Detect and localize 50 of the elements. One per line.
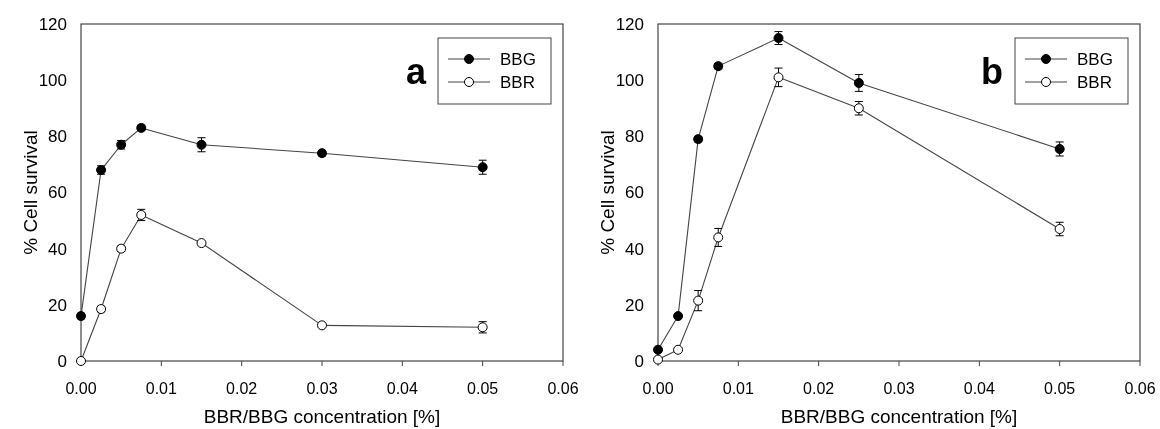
- point: [653, 344, 663, 355]
- legend-label: BBG: [1077, 49, 1113, 69]
- x-tick-label: 0.03: [306, 379, 338, 397]
- y-tick-label: 120: [615, 14, 644, 34]
- text: a: [405, 51, 427, 92]
- legend-label: BBR: [500, 72, 535, 92]
- x-tick-label: 0.06: [547, 379, 579, 397]
- x-tick-label: 0.02: [226, 379, 258, 397]
- y-tick-label: 100: [38, 71, 67, 91]
- x-tick-label: 0.00: [65, 379, 97, 397]
- point: [693, 295, 704, 306]
- point: [76, 311, 86, 322]
- y-tick-label: 0: [57, 351, 67, 371]
- y-tick-label: 60: [625, 183, 644, 203]
- y-tick-label: 40: [625, 239, 644, 259]
- point: [653, 354, 663, 365]
- y-tick-label: 80: [625, 127, 644, 147]
- x-tick-label: 0.03: [883, 379, 915, 397]
- point: [673, 344, 684, 355]
- point: [713, 232, 724, 243]
- x-tick-label: 0.02: [803, 379, 835, 397]
- x-axis-title: BBR/BBG concentration [%]: [780, 405, 1018, 427]
- x-tick-label: 0.00: [642, 379, 674, 397]
- legend-label: BBG: [500, 49, 536, 69]
- x-tick-label: 0.01: [722, 379, 755, 397]
- point: [76, 356, 86, 366]
- x-tick-label: 0.04: [963, 379, 996, 397]
- y-tick-label: 60: [48, 183, 67, 203]
- x-tick-label: 0.01: [145, 379, 178, 397]
- y-tick-label: 20: [48, 295, 67, 315]
- point: [673, 311, 684, 322]
- y-axis-title: % Cell survival: [596, 130, 618, 255]
- x-tick-label: 0.04: [386, 379, 419, 397]
- y-tick-label: 100: [615, 71, 644, 91]
- x-tick-label: 0.05: [1044, 379, 1076, 397]
- y-tick-label: 80: [48, 127, 67, 147]
- y-tick-label: 0: [634, 351, 644, 371]
- x-tick-label: 0.05: [467, 379, 499, 397]
- y-tick-label: 120: [38, 14, 67, 34]
- text: b: [981, 51, 1003, 92]
- point: [773, 72, 784, 83]
- legend-label: BBR: [1077, 72, 1112, 92]
- point: [196, 238, 207, 249]
- y-tick-label: 20: [625, 295, 644, 315]
- x-axis-title: BBR/BBG concentration [%]: [203, 405, 441, 427]
- point: [853, 77, 864, 88]
- y-axis-title: % Cell survival: [19, 130, 41, 255]
- point: [317, 320, 327, 331]
- y-tick-label: 40: [48, 239, 67, 259]
- x-tick-label: 0.06: [1124, 379, 1156, 397]
